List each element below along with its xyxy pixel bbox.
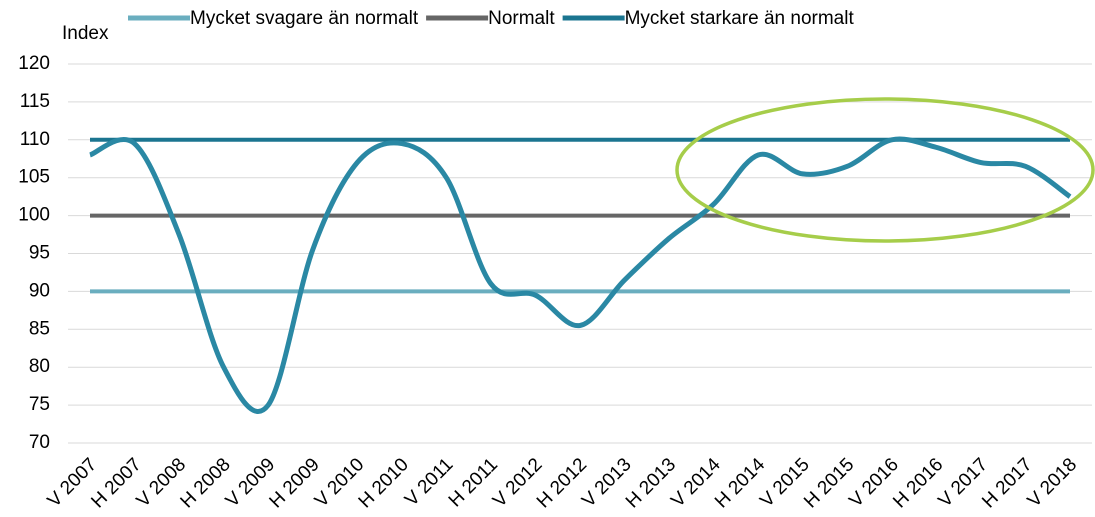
x-tick-label: V 2018 bbox=[1024, 454, 1081, 511]
y-tick-label: 100 bbox=[18, 205, 50, 226]
y-axis-title: Index bbox=[62, 23, 109, 44]
y-tick-label: 105 bbox=[18, 167, 50, 188]
y-tick-label: 115 bbox=[20, 91, 50, 112]
x-tick-label: H 2008 bbox=[177, 454, 235, 512]
y-tick-label: 90 bbox=[29, 280, 50, 301]
y-tick-label: 95 bbox=[29, 243, 50, 264]
x-tick-label: H 2017 bbox=[978, 454, 1036, 512]
x-tick-label: H 2007 bbox=[87, 454, 145, 512]
x-tick-label: H 2014 bbox=[711, 454, 769, 512]
y-tick-label: 75 bbox=[29, 394, 50, 415]
y-tick-label: 120 bbox=[18, 53, 50, 74]
legend-label: Normalt bbox=[488, 8, 555, 29]
x-tick-label: H 2011 bbox=[445, 454, 502, 511]
y-tick-label: 85 bbox=[29, 318, 50, 339]
x-tick-label: V 2011 bbox=[401, 454, 457, 510]
legend-label: Mycket starkare än normalt bbox=[625, 8, 855, 29]
highlight-ellipse bbox=[675, 97, 1095, 243]
x-tick-label: H 2010 bbox=[355, 454, 413, 512]
y-tick-label: 80 bbox=[29, 356, 50, 377]
legend-label: Mycket svagare än normalt bbox=[190, 8, 419, 29]
y-tick-label: 70 bbox=[29, 432, 50, 453]
line-series bbox=[88, 136, 1072, 414]
x-tick-label: H 2009 bbox=[266, 454, 324, 512]
x-tick-label: H 2016 bbox=[889, 454, 947, 512]
x-tick-label: H 2015 bbox=[800, 454, 858, 512]
x-tick-label: H 2013 bbox=[622, 454, 680, 512]
y-tick-label: 110 bbox=[20, 129, 50, 150]
x-tick-label: H 2012 bbox=[533, 454, 591, 512]
